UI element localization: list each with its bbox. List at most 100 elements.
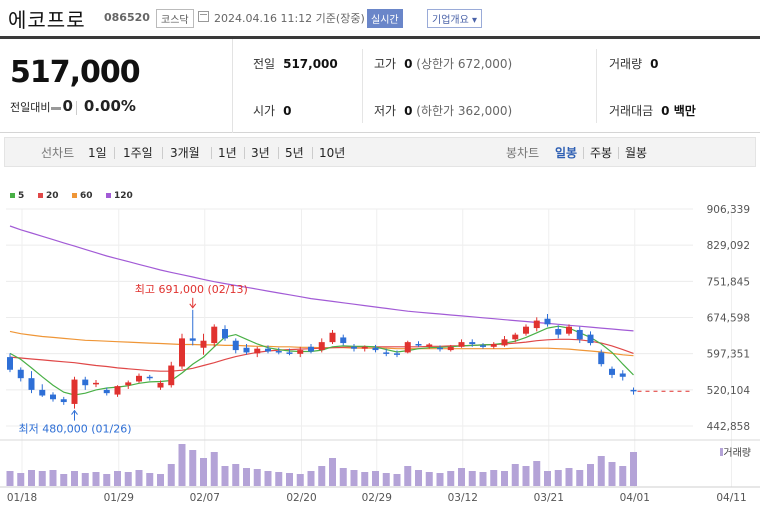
candle-body [243,347,250,353]
calendar-icon [198,11,209,22]
stock-code: 086520 [104,11,150,24]
y-tick-label: 751,845 [707,276,750,288]
volume-legend-swatch [720,448,723,456]
volume-bar [587,464,594,486]
candle-body [71,379,78,404]
high-value: 0 [404,57,413,71]
volume-bar [286,473,293,486]
change-label: 전일대비 [10,101,51,114]
prev-close: 전일 517,000 [253,55,338,72]
candle-body [490,343,497,347]
tab-divider [244,147,245,159]
ma20-swatch [38,193,43,198]
volume-bar [210,452,218,486]
tab-10y[interactable]: 10년 [319,146,346,160]
candle-body [598,352,605,365]
volume-bar [243,468,250,486]
volume-bar [6,471,14,486]
volume-bar [511,464,519,486]
high-price: 고가 0 (상한가 672,000) [374,55,512,72]
volume-bar [146,473,154,486]
tab-weekly[interactable]: 주봉 [590,146,613,160]
candle-body [157,382,164,388]
candle-body [286,352,293,354]
candle-body [329,332,336,343]
candle-body [415,343,422,346]
legend-ma120-label: 120 [114,191,133,201]
flat-change-icon [51,106,62,110]
high-label: 고가 [374,57,397,71]
legend-ma60: 60 [72,191,93,201]
tab-1y[interactable]: 1년 [218,146,237,160]
candle-body [17,369,24,379]
candle-body [372,347,379,351]
volume-bar [576,470,584,486]
x-tick-label: 01/29 [104,492,134,504]
min-arrow-head [71,409,78,415]
volume-bar [329,458,336,486]
price-summary: 517,000 전일대비 0 0.00% 전일 517,000 고가 0 (상한가 67… [0,39,760,133]
tab-divider [312,147,313,159]
volume-bar [17,473,25,486]
x-tick-label: 04/11 [716,492,746,504]
volume-bar [372,471,379,486]
candle-body [222,329,228,339]
candle-body [125,382,132,386]
stock-name: 에코프로 [8,8,86,32]
volume-bar [92,472,100,486]
volume-bar [393,474,401,486]
candle-body [533,320,540,329]
timestamp: 2024.04.16 11:12 기준(장중) [214,12,365,25]
volume-bar [339,468,347,486]
volume-bar [49,470,57,486]
candle-body [555,329,562,335]
company-info-dropdown[interactable]: 기업개요 ▾ [427,9,482,28]
legend-ma5-label: 5 [18,191,25,201]
volume-bar [135,470,143,486]
candle-body [544,318,551,325]
chart-annotations: 최고 691,000 (02/13) 최저 480,000 (01/26) [19,283,248,436]
candle-body [318,342,325,351]
y-tick-label: 597,351 [707,349,750,361]
candle-body [39,389,46,396]
volume-bar [307,471,315,486]
volume-label: 거래량 [609,57,643,71]
open-price: 시가 0 [253,102,291,119]
candle-body [232,340,239,351]
volume-bar [619,466,627,486]
header-divider [0,36,760,39]
x-tick-label: 01/18 [7,492,37,504]
open-value: 0 [283,104,292,118]
volume-bar [597,456,605,486]
tab-divider [618,147,619,159]
volume-bars [6,444,637,486]
volume-bar [221,466,229,486]
volume-bar [490,470,498,486]
change-value: 0 [62,97,73,115]
candle-body [265,348,271,352]
realtime-button[interactable]: 실시간 [367,9,403,28]
y-tick-label: 520,104 [707,385,751,397]
volume-bar [71,471,78,486]
y-tick-label: 829,092 [707,240,750,252]
tab-1d[interactable]: 1일 [88,146,107,160]
tab-3y[interactable]: 3년 [251,146,270,160]
chart-axes: 906,339 829,092 751,845 674,598 597,351 520,1… [7,204,751,504]
volume-bar [533,461,541,486]
volume-bar [436,473,444,486]
ma60-swatch [72,193,77,198]
volume-bar [253,469,261,486]
tab-monthly[interactable]: 월봉 [625,146,648,160]
x-tick-label: 02/07 [190,492,220,504]
tab-3m[interactable]: 3개월 [170,146,200,160]
tab-1w[interactable]: 1주일 [123,146,153,160]
candle-body [297,350,304,354]
candle-body [576,329,583,340]
price-change: 전일대비 0 0.00% [10,97,136,115]
candle-body [179,338,185,367]
candle-body [394,353,400,355]
current-price: 517,000 [10,55,141,90]
tab-daily[interactable]: 일봉 [555,146,578,160]
tab-5y[interactable]: 5년 [285,146,304,160]
